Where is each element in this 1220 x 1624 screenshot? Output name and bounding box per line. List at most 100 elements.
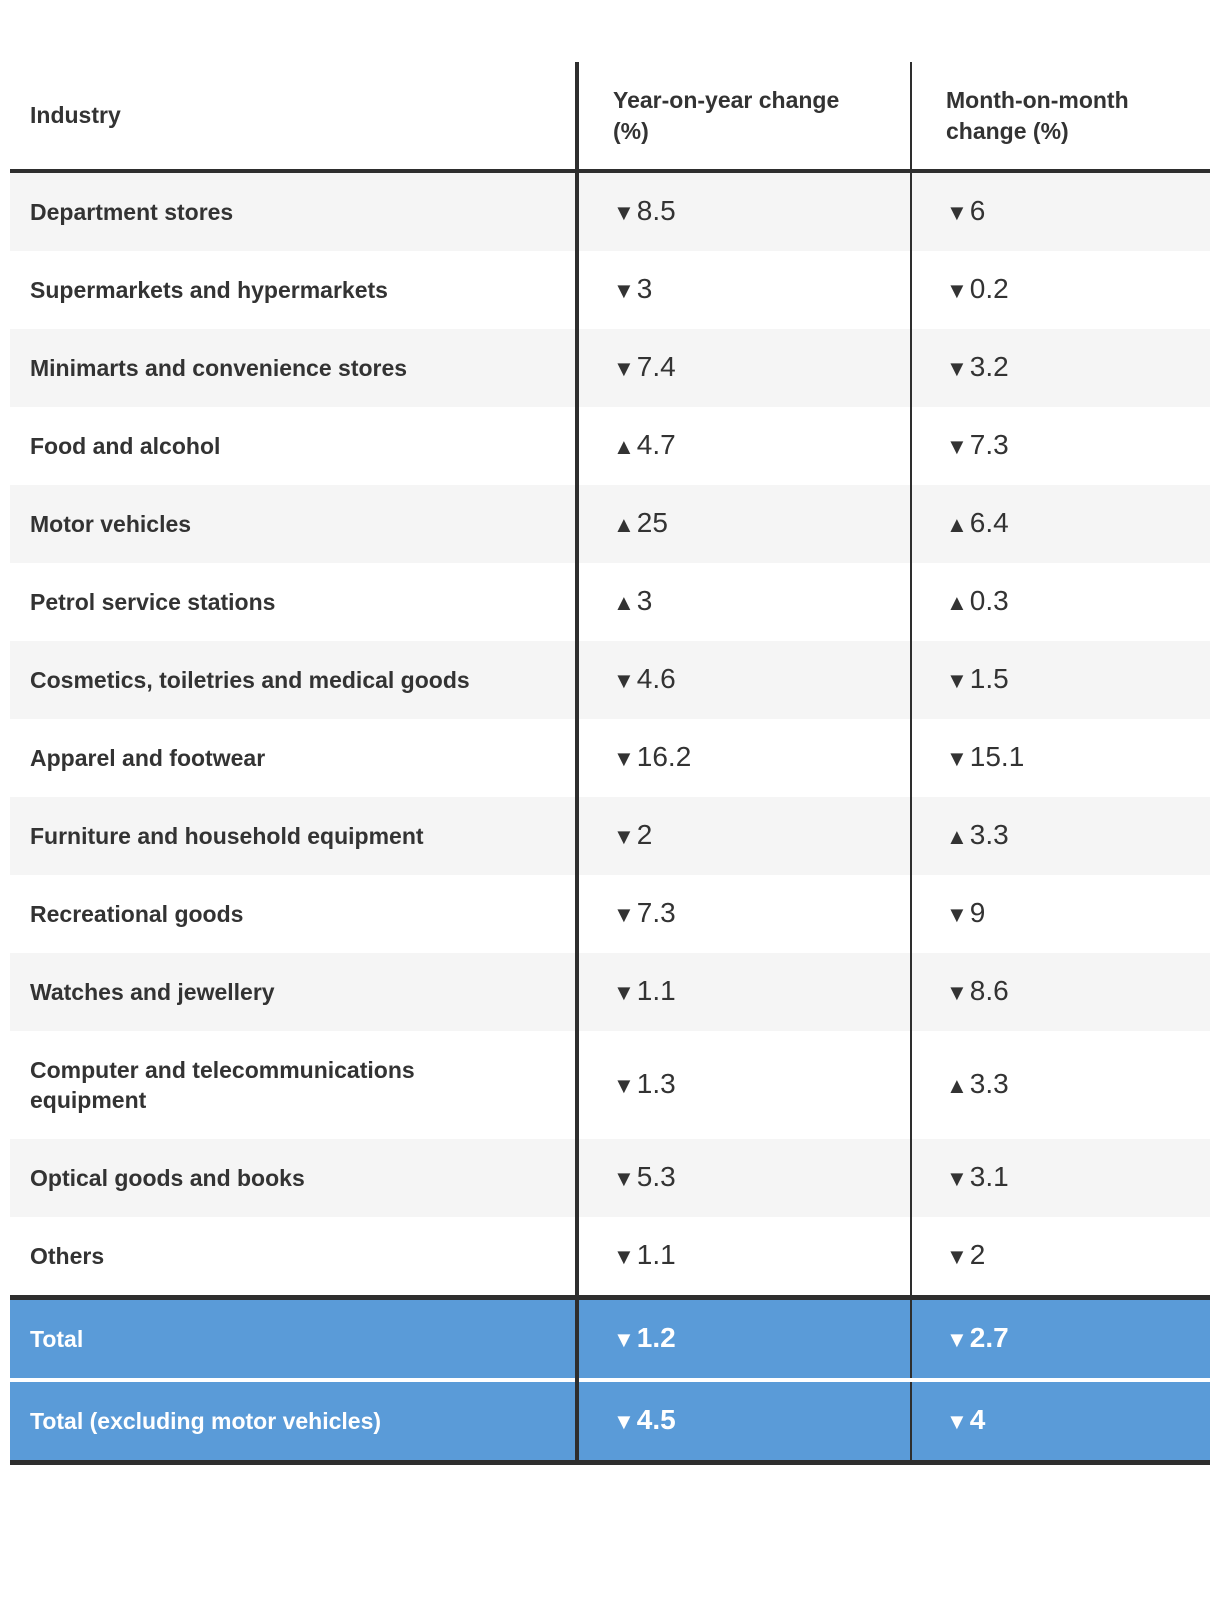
change-value: 3.3 (969, 819, 1009, 850)
triangle-up-icon: ▲ (946, 512, 968, 537)
change-value: 8.5 (636, 195, 676, 226)
table-body: Department stores ▼8.5 ▼6 Supermarkets a… (10, 171, 1210, 1298)
triangle-down-icon: ▼ (946, 980, 968, 1005)
change-value: 8.6 (969, 975, 1009, 1006)
triangle-down-icon: ▼ (946, 1244, 968, 1269)
table-row: Computer and telecommunications equipmen… (10, 1031, 1210, 1139)
change-value: 1.3 (636, 1068, 676, 1099)
mom-change-cell: ▼8.6 (910, 953, 1210, 1031)
change-value: 25 (636, 507, 668, 538)
change-value: 3 (636, 585, 653, 616)
change-value: 3.2 (969, 351, 1009, 382)
change-value: 16.2 (636, 741, 692, 772)
yoy-change-cell: ▼1.1 (575, 953, 911, 1031)
triangle-down-icon: ▼ (613, 902, 635, 927)
table-row: Petrol service stations ▲3 ▲0.3 (10, 563, 1210, 641)
triangle-down-icon: ▼ (613, 278, 635, 303)
yoy-change-cell: ▼4.5 (575, 1378, 911, 1465)
yoy-change-cell: ▼1.2 (575, 1295, 911, 1380)
triangle-down-icon: ▼ (946, 902, 968, 927)
triangle-down-icon: ▼ (613, 1073, 635, 1098)
change-value: 1.1 (636, 975, 676, 1006)
industry-cell: Total (10, 1295, 577, 1380)
mom-change-cell: ▲6.4 (910, 485, 1210, 563)
triangle-up-icon: ▲ (946, 1073, 968, 1098)
industry-cell: Optical goods and books (30, 1165, 305, 1191)
industry-cell: Furniture and household equipment (30, 823, 424, 849)
industry-cell: Supermarkets and hypermarkets (30, 277, 388, 303)
table-row: Optical goods and books ▼5.3 ▼3.1 (10, 1139, 1210, 1217)
change-value: 6 (969, 195, 986, 226)
yoy-change-cell: ▲4.7 (575, 407, 911, 485)
mom-change-cell: ▼7.3 (910, 407, 1210, 485)
industry-cell: Petrol service stations (30, 589, 276, 615)
triangle-down-icon: ▼ (613, 200, 635, 225)
table-row: Motor vehicles ▲25 ▲6.4 (10, 485, 1210, 563)
triangle-down-icon: ▼ (613, 746, 635, 771)
industry-cell: Minimarts and convenience stores (30, 355, 408, 381)
table-row: Watches and jewellery ▼1.1 ▼8.6 (10, 953, 1210, 1031)
industry-cell: Cosmetics, toiletries and medical goods (30, 667, 470, 693)
change-value: 15.1 (969, 741, 1025, 772)
triangle-up-icon: ▲ (613, 590, 635, 615)
mom-change-cell: ▲3.3 (910, 1031, 1210, 1139)
column-header-mom-change: Month-on-month change (%) (910, 62, 1210, 173)
triangle-down-icon: ▼ (946, 434, 968, 459)
change-value: 5.3 (636, 1161, 676, 1192)
table-row: Total (excluding motor vehicles) ▼4.5 ▼4 (10, 1378, 1210, 1465)
yoy-change-cell: ▲25 (575, 485, 911, 563)
triangle-down-icon: ▼ (946, 746, 968, 771)
triangle-down-icon: ▼ (946, 356, 968, 381)
yoy-change-cell: ▼7.4 (575, 329, 911, 407)
retail-sales-table: Industry Year-on-year change (%) Month-o… (10, 62, 1210, 1465)
triangle-down-icon: ▼ (946, 200, 968, 225)
yoy-change-cell: ▼5.3 (575, 1139, 911, 1217)
table-header: Industry Year-on-year change (%) Month-o… (10, 62, 1210, 173)
table-totals: Total ▼1.2 ▼2.7 Total (excluding motor v… (10, 1295, 1210, 1465)
change-value: 2 (969, 1239, 986, 1270)
industry-cell: Apparel and footwear (30, 745, 266, 771)
industry-cell: Total (excluding motor vehicles) (10, 1378, 577, 1465)
triangle-down-icon: ▼ (613, 356, 635, 381)
mom-change-cell: ▼0.2 (910, 251, 1210, 329)
triangle-down-icon: ▼ (946, 668, 968, 693)
change-value: 3.1 (969, 1161, 1009, 1192)
change-value: 4.5 (636, 1404, 676, 1435)
change-value: 7.3 (969, 429, 1009, 460)
header-row: Industry Year-on-year change (%) Month-o… (10, 62, 1210, 173)
yoy-change-cell: ▼8.5 (575, 171, 911, 251)
industry-cell: Department stores (30, 199, 234, 225)
change-value: 9 (969, 897, 986, 928)
mom-change-cell: ▼2.7 (910, 1295, 1210, 1380)
yoy-change-cell: ▼1.3 (575, 1031, 911, 1139)
triangle-down-icon: ▼ (613, 1244, 635, 1269)
triangle-down-icon: ▼ (613, 668, 635, 693)
mom-change-cell: ▼4 (910, 1378, 1210, 1465)
change-value: 0.3 (969, 585, 1009, 616)
mom-change-cell: ▲3.3 (910, 797, 1210, 875)
column-header-yoy-change: Year-on-year change (%) (575, 62, 911, 173)
change-value: 3.3 (969, 1068, 1009, 1099)
triangle-down-icon: ▼ (946, 1166, 968, 1191)
yoy-change-cell: ▼7.3 (575, 875, 911, 953)
change-value: 1.5 (969, 663, 1009, 694)
change-value: 2 (636, 819, 653, 850)
industry-cell: Motor vehicles (30, 511, 192, 537)
change-value: 4 (969, 1404, 986, 1435)
triangle-up-icon: ▲ (613, 434, 635, 459)
industry-cell: Watches and jewellery (30, 979, 275, 1005)
mom-change-cell: ▼1.5 (910, 641, 1210, 719)
triangle-down-icon: ▼ (613, 1166, 635, 1191)
triangle-down-icon: ▼ (613, 1327, 635, 1352)
mom-change-cell: ▲0.3 (910, 563, 1210, 641)
table-row: Cosmetics, toiletries and medical goods … (10, 641, 1210, 719)
change-value: 1.1 (636, 1239, 676, 1270)
change-value: 4.6 (636, 663, 676, 694)
industry-cell: Recreational goods (30, 901, 244, 927)
table-row: Department stores ▼8.5 ▼6 (10, 171, 1210, 251)
triangle-down-icon: ▼ (613, 824, 635, 849)
change-value: 4.7 (636, 429, 676, 460)
change-value: 3 (636, 273, 653, 304)
table-row: Food and alcohol ▲4.7 ▼7.3 (10, 407, 1210, 485)
yoy-change-cell: ▼3 (575, 251, 911, 329)
